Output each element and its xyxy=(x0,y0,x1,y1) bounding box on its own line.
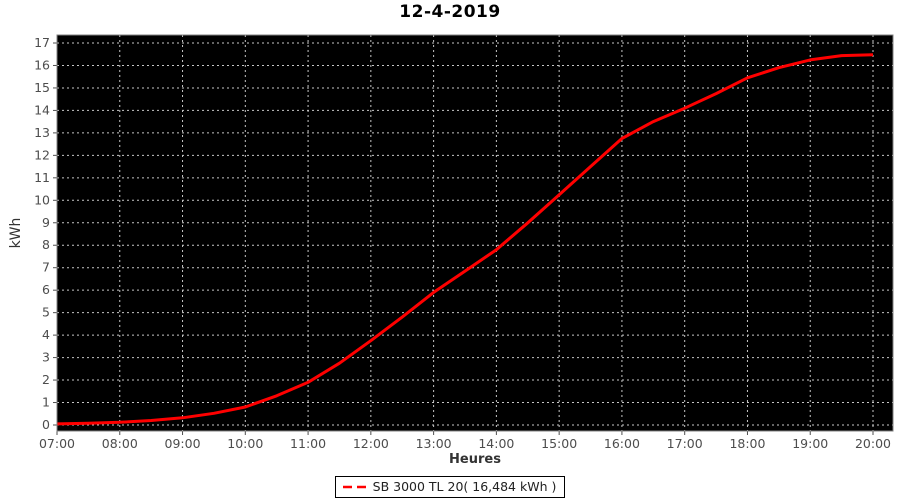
y-tick-label: 10 xyxy=(34,192,50,207)
energy-series-line xyxy=(56,53,874,426)
y-tick-label: 14 xyxy=(34,102,50,117)
x-axis-label: Heures xyxy=(449,452,501,467)
y-axis-label: kWh xyxy=(8,217,24,249)
x-tick-label: 11:00 xyxy=(290,436,326,451)
x-tick-label: 12:00 xyxy=(353,436,389,451)
x-tick-label: 18:00 xyxy=(729,436,765,451)
axis-ticks xyxy=(53,42,874,435)
y-tick-label: 6 xyxy=(42,282,50,297)
x-tick-label: 09:00 xyxy=(165,436,201,451)
x-tick-labels: 07:00 08:00 09:00 10:00 11:00 12:00 13:00 14:00… xyxy=(39,436,891,451)
y-tick-label: 7 xyxy=(42,260,50,275)
y-tick-label: 2 xyxy=(42,372,50,387)
x-tick-label: 20:00 xyxy=(855,436,891,451)
plot-area: 07:00 08:00 09:00 10:00 11:00 12:00 13:00 14:00… xyxy=(34,34,894,451)
y-tick-label: 0 xyxy=(42,417,50,432)
x-tick-label: 17:00 xyxy=(667,436,703,451)
x-tick-label: 16:00 xyxy=(604,436,640,451)
y-tick-label: 4 xyxy=(42,327,50,342)
x-tick-label: 19:00 xyxy=(792,436,828,451)
x-tick-label: 14:00 xyxy=(478,436,514,451)
y-tick-label: 9 xyxy=(42,215,50,230)
x-tick-label: 13:00 xyxy=(416,436,452,451)
y-tick-label: 1 xyxy=(42,395,50,410)
y-tick-label: 16 xyxy=(34,57,50,72)
gridlines xyxy=(57,35,893,431)
x-tick-label: 07:00 xyxy=(39,436,75,451)
y-tick-label: 5 xyxy=(42,305,50,320)
x-tick-label: 08:00 xyxy=(102,436,138,451)
chart-title: 12-4-2019 xyxy=(399,2,501,22)
y-tick-label: 17 xyxy=(34,35,50,50)
y-tick-label: 3 xyxy=(42,350,50,365)
plot-border xyxy=(56,34,894,432)
y-tick-label: 15 xyxy=(34,80,50,95)
y-tick-label: 12 xyxy=(34,147,50,162)
y-tick-label: 13 xyxy=(34,125,50,140)
x-tick-label: 10:00 xyxy=(227,436,263,451)
y-tick-label: 11 xyxy=(34,170,50,185)
legend-entry: SB 3000 TL 20( 16,484 kWh ) xyxy=(334,476,566,498)
legend: SB 3000 TL 20( 16,484 kWh ) xyxy=(0,476,900,498)
legend-line-marker-icon xyxy=(342,485,367,488)
plot-background xyxy=(57,35,893,431)
legend-label: SB 3000 TL 20( 16,484 kWh ) xyxy=(372,479,557,494)
x-tick-label: 15:00 xyxy=(541,436,577,451)
y-tick-label: 8 xyxy=(42,237,50,252)
